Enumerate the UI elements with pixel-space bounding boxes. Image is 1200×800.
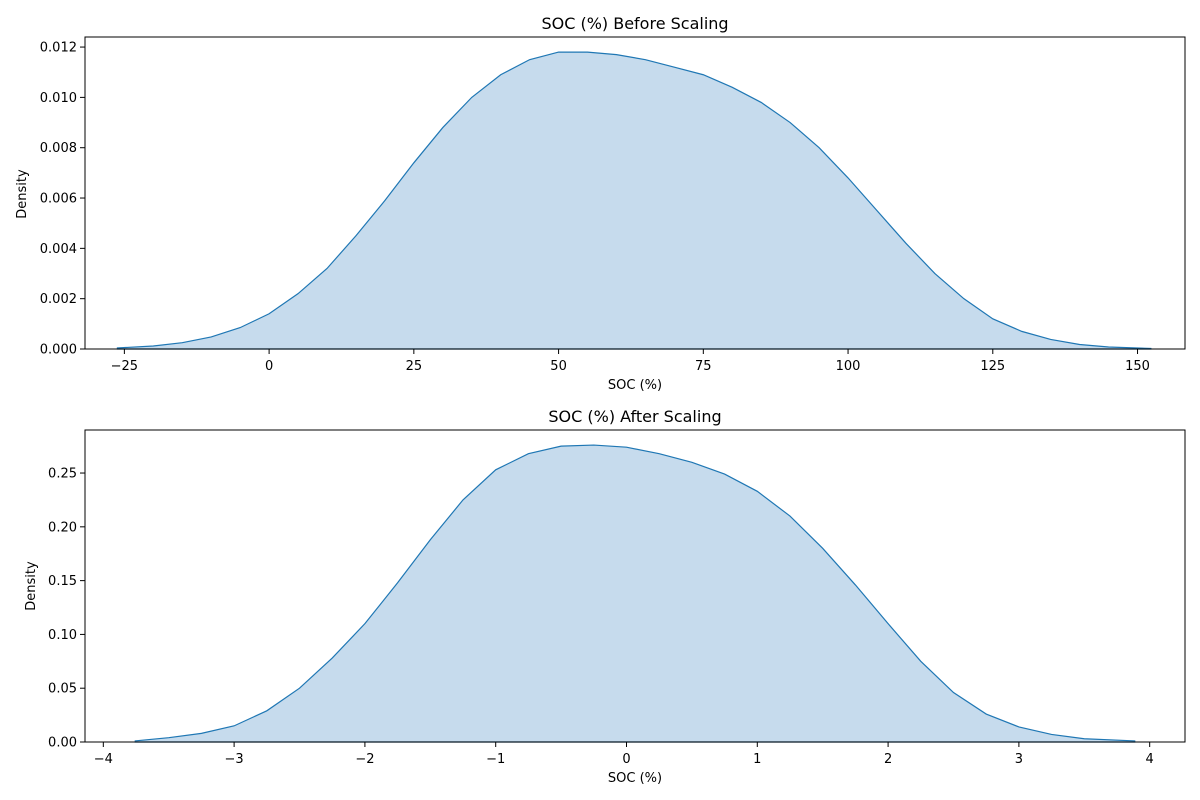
x-tick-label: 25 [406, 359, 423, 374]
x-tick-label: −4 [94, 752, 113, 767]
x-tick-label: 0 [622, 752, 630, 767]
x-tick-label: 150 [1125, 359, 1150, 374]
y-tick-label: 0.20 [48, 520, 77, 535]
density-line [134, 444, 1136, 742]
y-tick-label: 0.25 [48, 467, 77, 482]
x-tick-label: 75 [695, 359, 712, 374]
chart-before-scaling: SOC (%) Before Scaling −25 0 25 50 75 100 125 1… [15, 14, 1186, 393]
y-axis-ticks: 0.00 0.05 0.10 0.15 0.20 0.25 [48, 467, 85, 751]
y-tick-label: 0.004 [40, 242, 77, 257]
x-tick-label: 1 [753, 752, 761, 767]
x-tick-label: 4 [1146, 752, 1154, 767]
y-axis-label: Density [15, 169, 30, 219]
x-tick-label: 125 [980, 359, 1005, 374]
chart-title: SOC (%) Before Scaling [541, 14, 728, 33]
y-axis-ticks: 0.000 0.002 0.004 0.006 0.008 0.010 0.012 [40, 41, 85, 358]
y-tick-label: 0.006 [40, 192, 77, 207]
y-tick-label: 0.15 [48, 574, 77, 589]
y-axis-label: Density [24, 561, 39, 611]
density-line [116, 51, 1152, 350]
x-axis-ticks: −25 0 25 50 75 100 125 150 [111, 349, 1150, 374]
x-tick-label: 3 [1015, 752, 1023, 767]
y-tick-label: 0.10 [48, 628, 77, 643]
chart-after-scaling: SOC (%) After Scaling −4 −3 −2 −1 0 1 2 3 4 0.00… [24, 407, 1186, 786]
x-axis-ticks: −4 −3 −2 −1 0 1 2 3 4 [94, 742, 1154, 767]
density-fill [134, 445, 1136, 742]
x-axis-label: SOC (%) [608, 771, 662, 786]
y-tick-label: 0.000 [40, 343, 77, 358]
x-tick-label: 0 [265, 359, 273, 374]
density-fill [116, 52, 1152, 349]
y-tick-label: 0.00 [48, 736, 77, 751]
y-tick-label: 0.008 [40, 141, 77, 156]
y-tick-label: 0.05 [48, 682, 77, 697]
x-tick-label: 100 [836, 359, 861, 374]
x-axis-label: SOC (%) [608, 378, 662, 393]
plot-frame [84, 36, 1186, 350]
x-tick-label: 2 [884, 752, 892, 767]
x-tick-label: −2 [355, 752, 374, 767]
x-tick-label: −3 [225, 752, 244, 767]
y-tick-label: 0.010 [40, 91, 77, 106]
plot-frame [84, 429, 1186, 743]
y-tick-label: 0.012 [40, 41, 77, 56]
x-tick-label: 50 [550, 359, 567, 374]
x-tick-label: −25 [111, 359, 138, 374]
chart-title: SOC (%) After Scaling [548, 407, 721, 426]
x-tick-label: −1 [486, 752, 505, 767]
y-tick-label: 0.002 [40, 292, 77, 307]
